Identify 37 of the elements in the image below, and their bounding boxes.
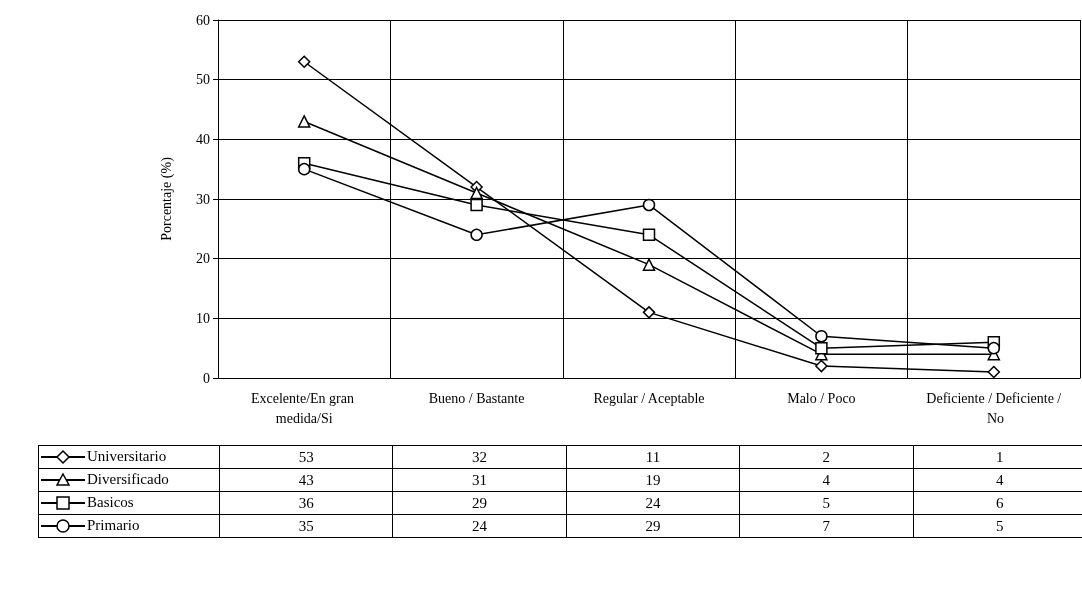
data-label: 5 — [913, 514, 1082, 538]
data-label: 53 — [219, 445, 393, 469]
data-label: 36 — [219, 491, 393, 515]
y-axis-title: Porcentaje (%) — [158, 156, 175, 241]
data-label: 32 — [392, 445, 567, 469]
y-tick-label: 0 — [203, 370, 210, 386]
legend-label: Diversificado — [87, 470, 169, 487]
data-label: 5 — [739, 491, 914, 515]
data-label: 35 — [219, 514, 393, 538]
x-tick-label: Excelente/En gran medida/Si — [250, 390, 358, 426]
data-label: 6 — [913, 491, 1082, 515]
y-tick-label: 30 — [196, 191, 210, 207]
data-label: 29 — [392, 491, 567, 515]
y-tick-label: 20 — [196, 251, 210, 267]
data-label: 2 — [739, 445, 914, 469]
data-label: 43 — [219, 468, 393, 492]
data-label: 4 — [913, 468, 1082, 492]
y-tick-label: 60 — [196, 12, 210, 28]
data-label: 24 — [392, 514, 567, 538]
x-tick-label: Deficiente / Deficiente / No — [926, 390, 1062, 426]
x-tick-label: Regular / Aceptable — [593, 390, 705, 406]
legend-label: Universitario — [87, 447, 167, 464]
data-label: 4 — [739, 468, 914, 492]
y-tick-label: 10 — [196, 310, 210, 326]
data-label: 11 — [566, 445, 740, 469]
x-tick-label: Malo / Poco — [787, 390, 856, 406]
data-label: 29 — [566, 514, 740, 538]
data-label: 24 — [566, 491, 740, 515]
legend-label: Basicos — [87, 493, 134, 510]
y-tick-label: 40 — [196, 131, 210, 147]
legend-label: Primario — [87, 516, 140, 533]
data-label: 1 — [913, 445, 1082, 469]
data-label: 31 — [392, 468, 567, 492]
x-tick-label: Bueno / Bastante — [428, 390, 525, 406]
data-label: 7 — [739, 514, 914, 538]
data-label: 19 — [566, 468, 740, 492]
y-tick-label: 50 — [196, 72, 210, 88]
